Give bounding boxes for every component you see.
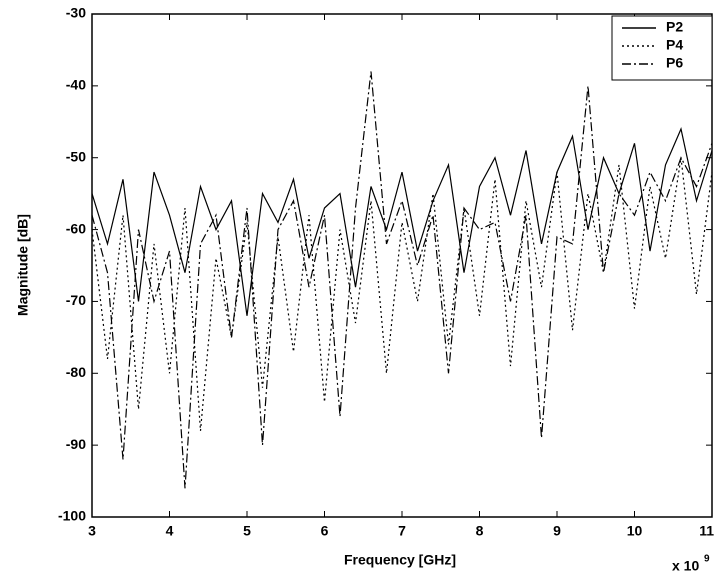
legend-label: P6 xyxy=(666,55,683,71)
y-tick-label: -30 xyxy=(66,5,86,21)
y-axis-label: Magnitude [dB] xyxy=(15,214,31,316)
x-tick-label: 5 xyxy=(243,523,251,539)
x-tick-label: 6 xyxy=(321,523,329,539)
legend-label: P2 xyxy=(666,19,683,35)
x-tick-label: 4 xyxy=(166,523,174,539)
y-tick-label: -70 xyxy=(66,292,86,308)
x-tick-label: 7 xyxy=(398,523,406,539)
x-tick-label: 11 xyxy=(699,523,714,539)
x-tick-label: 8 xyxy=(476,523,484,539)
x-multiplier: x 10 xyxy=(672,558,699,574)
x-tick-label: 9 xyxy=(553,523,561,539)
series-line xyxy=(91,71,713,489)
y-tick-label: -40 xyxy=(66,77,86,93)
series-line xyxy=(91,157,713,431)
x-tick-label: 3 xyxy=(88,523,96,539)
y-tick-label: -90 xyxy=(66,436,86,452)
y-tick-label: -80 xyxy=(66,364,86,380)
plot-frame xyxy=(91,13,713,518)
series-line xyxy=(91,127,713,316)
x-multiplier-exponent: 9 xyxy=(704,554,710,565)
x-axis-label: Frequency [GHz] xyxy=(344,552,456,568)
legend-label: P4 xyxy=(666,37,683,53)
y-tick-label: -50 xyxy=(66,148,86,164)
y-tick-label: -100 xyxy=(58,508,86,524)
y-tick-label: -60 xyxy=(66,220,86,236)
legend-box xyxy=(611,15,713,81)
x-tick-label: 10 xyxy=(627,523,643,539)
